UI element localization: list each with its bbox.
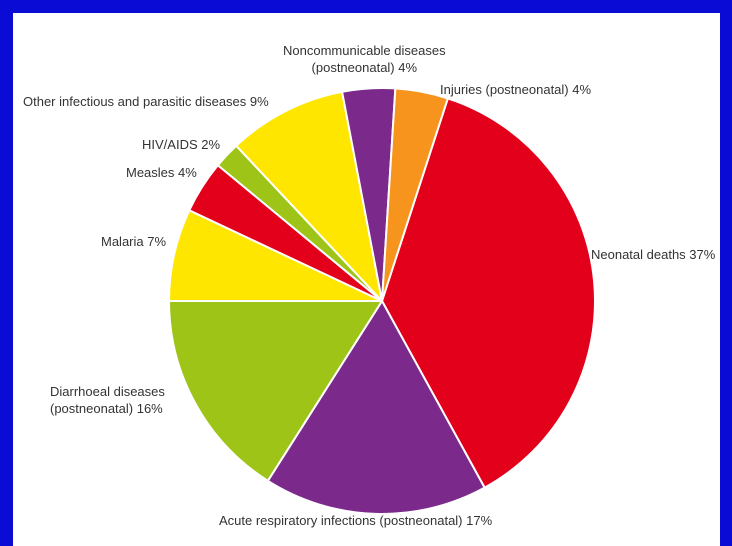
slice-label-neonatal-deaths: Neonatal deaths 37% xyxy=(591,246,715,263)
slice-label-line: (postneonatal) 4% xyxy=(311,60,418,75)
slice-label-line: Acute respiratory infections (postneonat… xyxy=(219,513,493,528)
pie-slice-injuries-postneonatal xyxy=(381,87,449,302)
slice-label-line: Noncommunicable diseases xyxy=(283,43,446,58)
slice-label-injuries-postneonatal: Injuries (postneonatal) 4% xyxy=(440,81,591,98)
slice-label-acute-respiratory-infections-postneonatal: Acute respiratory infections (postneonat… xyxy=(219,512,492,529)
slice-label-other-infectious-and-parasitic-diseases: Other infectious and parasitic diseases … xyxy=(23,93,269,110)
slice-label-noncommunicable-diseases-postneonatal: Noncommunicable diseases (postneonatal) 4… xyxy=(283,42,446,76)
slice-label-measles: Measles 4% xyxy=(126,164,197,181)
slice-label-malaria: Malaria 7% xyxy=(101,233,166,250)
slice-label-line: HIV/AIDS 2% xyxy=(142,137,221,152)
slice-label-line: (postneonatal) 16% xyxy=(50,401,163,416)
slice-label-diarrhoeal-diseases-postneonatal: Diarrhoeal diseases (postneonatal) 16% xyxy=(50,383,165,417)
chart-panel: Neonatal deaths 37% Acute respiratory inf… xyxy=(13,13,720,546)
slice-label-line: Malaria 7% xyxy=(101,234,167,249)
slice-label-line: Neonatal deaths 37% xyxy=(591,247,716,262)
slice-label-line: Measles 4% xyxy=(126,165,197,180)
pie-slice-other-infectious-and-parasitic-diseases xyxy=(235,90,383,302)
slice-label-line: Injuries (postneonatal) 4% xyxy=(440,82,592,97)
pie-slices xyxy=(168,87,596,515)
pie-slice-diarrhoeal-diseases-postneonatal xyxy=(168,300,383,482)
slice-label-line: Other infectious and parasitic diseases … xyxy=(23,94,269,109)
pie-chart xyxy=(168,87,596,515)
pie-slice-neonatal-deaths xyxy=(381,97,596,489)
slice-label-line: Diarrhoeal diseases xyxy=(50,384,165,399)
pie-slice-acute-respiratory-infections-postneonatal xyxy=(266,300,486,515)
slice-label-hiv-aids: HIV/AIDS 2% xyxy=(142,136,220,153)
